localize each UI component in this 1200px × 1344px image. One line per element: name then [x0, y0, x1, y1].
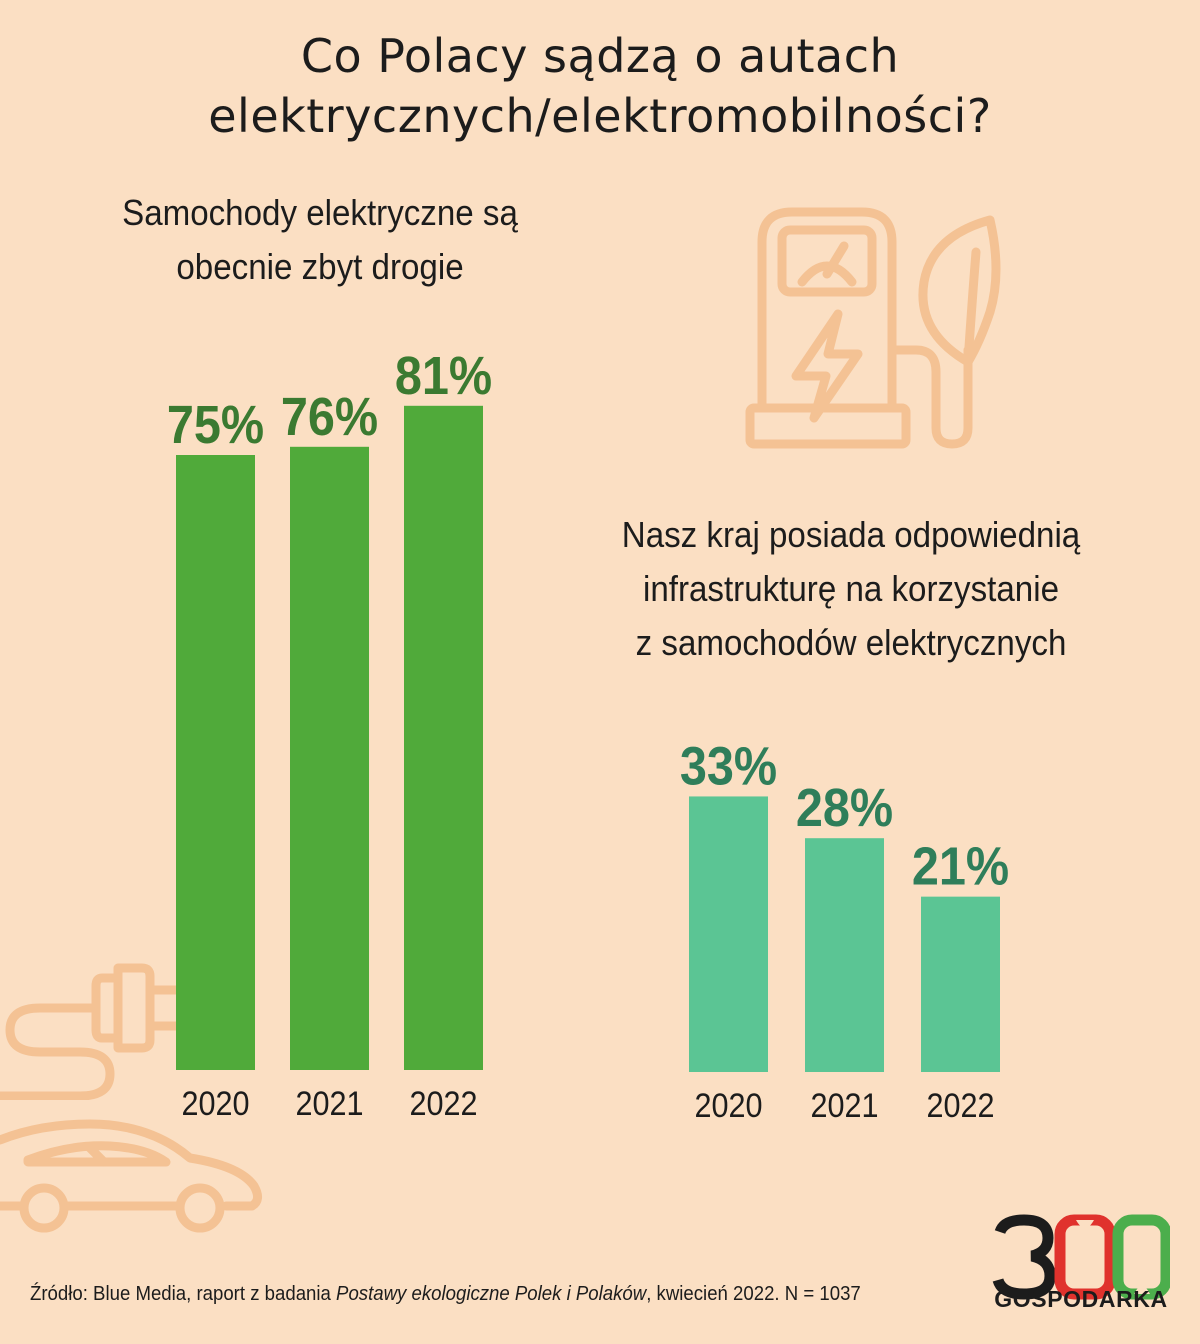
- value-label-2021: 76%: [281, 385, 378, 446]
- chart-1-title-line-1: Samochody elektryczne są: [122, 192, 518, 233]
- bar-2021: [290, 446, 369, 1070]
- value-label-2022: 21%: [912, 835, 1009, 896]
- logo-wordmark: GOSPODARKA: [994, 1286, 1168, 1312]
- source-prefix: Źródło: Blue Media, raport z badania: [30, 1283, 337, 1305]
- bar-2022: [921, 896, 1000, 1072]
- tick-label-2021: 2021: [810, 1087, 878, 1125]
- logo-300-mark: [992, 1214, 1170, 1300]
- chart-2-title-line-2: infrastrukturę na korzystanie: [642, 568, 1060, 609]
- tick-label-2021: 2021: [295, 1085, 363, 1123]
- page-title: Co Polacy sądzą o autach elektrycznych/e…: [0, 26, 1200, 146]
- chart-1-title: Samochody elektryczne są obecnie zbyt dr…: [62, 186, 577, 294]
- chart-2-title: Nasz kraj posiada odpowiednią infrastruk…: [580, 508, 1123, 670]
- page-title-line-1: Co Polacy sądzą o autach: [300, 29, 900, 83]
- bar-chart-infrastructure: 33% 2020 28% 2021 21% 2022: [680, 735, 1009, 1125]
- source-suffix: , kwiecień 2022. N = 1037: [646, 1283, 861, 1305]
- bar-2020: [689, 796, 768, 1072]
- tick-label-2020: 2020: [694, 1087, 762, 1125]
- value-label-2021: 28%: [796, 777, 893, 838]
- bar-2021: [805, 838, 884, 1072]
- charging-station-icon: [745, 207, 973, 449]
- tick-label-2022: 2022: [926, 1087, 994, 1125]
- value-label-2022: 81%: [395, 344, 492, 405]
- car-icon: [0, 1119, 262, 1233]
- source-report-title: Postawy ekologiczne Polek i Polaków: [336, 1283, 647, 1305]
- chart-2-title-line-1: Nasz kraj posiada odpowiednią: [621, 514, 1081, 555]
- value-label-2020: 33%: [680, 735, 777, 796]
- chart-2-title-line-3: z samochodów elektrycznych: [635, 622, 1067, 663]
- page-title-line-2: elektrycznych/elektromobilności?: [208, 89, 992, 143]
- chart-1-title-line-2: obecnie zbyt drogie: [176, 246, 464, 287]
- leaf-icon: [918, 215, 1001, 367]
- tick-label-2022: 2022: [409, 1085, 477, 1123]
- bar-2022: [404, 405, 483, 1070]
- plug-icon: [0, 963, 183, 1100]
- value-label-2020: 75%: [167, 394, 264, 455]
- bar-chart-too-expensive: 75% 2020 76% 2021 81% 2022: [167, 344, 492, 1123]
- bar-2020: [176, 455, 255, 1070]
- tick-label-2020: 2020: [181, 1085, 249, 1123]
- source-note: Źródło: Blue Media, raport z badania Pos…: [30, 1283, 861, 1306]
